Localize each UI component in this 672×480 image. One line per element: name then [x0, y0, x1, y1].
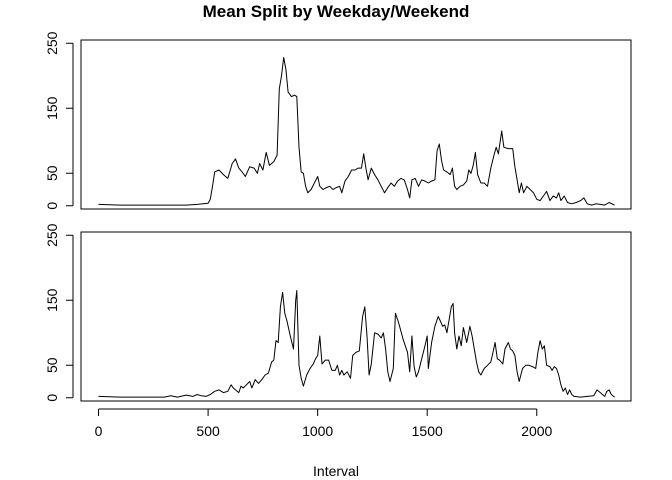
- y-tick-label: 250: [44, 31, 60, 55]
- panel-2: 0 50 150 250: [44, 223, 632, 402]
- y-tick-label: 250: [44, 223, 60, 247]
- y-tick-label: 150: [44, 96, 60, 120]
- x-tick-label: 1000: [302, 423, 333, 439]
- panel-frame: [80, 39, 632, 210]
- x-tick-label: 500: [196, 423, 220, 439]
- y-tick-label: 50: [44, 357, 60, 373]
- x-tick-label: 2000: [521, 423, 552, 439]
- x-axis: 0 500 1000 1500 2000: [95, 408, 553, 439]
- chart-title: Mean Split by Weekday/Weekend: [203, 2, 470, 21]
- y-tick-label: 150: [44, 288, 60, 312]
- y-tick-label: 50: [44, 165, 60, 181]
- y-tick-label: 0: [44, 394, 60, 402]
- panel-1: 0 50 150 250: [44, 31, 632, 210]
- series-line: [98, 57, 615, 206]
- panels-group: 0 50 150 250 0 50 150 250: [44, 31, 632, 402]
- series-line: [98, 290, 615, 398]
- panel-frame: [80, 231, 632, 402]
- x-axis-label: Interval: [313, 463, 359, 479]
- x-tick-label: 1500: [412, 423, 443, 439]
- y-tick-label: 0: [44, 202, 60, 210]
- x-tick-label: 0: [95, 423, 103, 439]
